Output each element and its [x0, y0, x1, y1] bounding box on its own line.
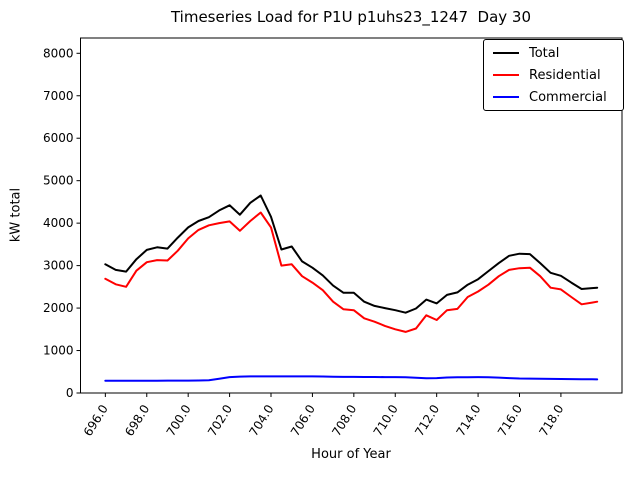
y-tick-label: 5000 [43, 174, 74, 188]
legend-label-residential: Residential [529, 67, 601, 83]
y-tick-label: 0 [66, 386, 74, 400]
legend-item-residential: Residential [484, 68, 623, 83]
legend-item-total: Total [484, 46, 623, 61]
x-tick-label: 708.0 [329, 402, 359, 439]
y-axis-label: kW total [8, 187, 24, 243]
y-tick-label: 6000 [43, 131, 74, 145]
legend-label-commercial: Commercial [529, 89, 607, 105]
x-tick-label: 714.0 [454, 402, 484, 439]
legend-item-commercial: Commercial [484, 90, 623, 105]
y-tick-label: 1000 [43, 344, 74, 358]
x-tick-label: 706.0 [288, 402, 318, 439]
y-tick-label: 2000 [43, 301, 74, 315]
legend-label-total: Total [529, 45, 560, 61]
y-tick-label: 7000 [43, 89, 74, 103]
x-tick-label: 698.0 [122, 402, 152, 439]
x-tick-label: 700.0 [164, 402, 194, 439]
x-axis-label: Hour of Year [311, 447, 391, 462]
series-commercial-line [104, 375, 599, 382]
series-residential-line [104, 211, 599, 333]
x-tick-label: 696.0 [81, 402, 111, 439]
x-tick-label: 718.0 [536, 402, 566, 439]
residential-line-swatch [493, 74, 519, 76]
total-line-swatch [493, 52, 519, 54]
plot-frame [80, 37, 623, 394]
x-tick-label: 704.0 [246, 402, 276, 439]
x-tick-label: 710.0 [371, 402, 401, 439]
chart-title: Timeseries Load for P1U p1uhs23_1247 Day… [170, 8, 532, 26]
x-tick-label: 716.0 [495, 402, 525, 439]
legend: Total Residential Commercial [483, 39, 624, 111]
y-tick-label: 4000 [43, 216, 74, 230]
series-total-line [104, 194, 599, 314]
x-tick-label: 702.0 [205, 402, 235, 439]
y-tick-label: 3000 [43, 259, 74, 273]
commercial-line-swatch [493, 96, 519, 98]
y-tick-label: 8000 [43, 46, 74, 60]
x-tick-label: 712.0 [412, 402, 442, 439]
